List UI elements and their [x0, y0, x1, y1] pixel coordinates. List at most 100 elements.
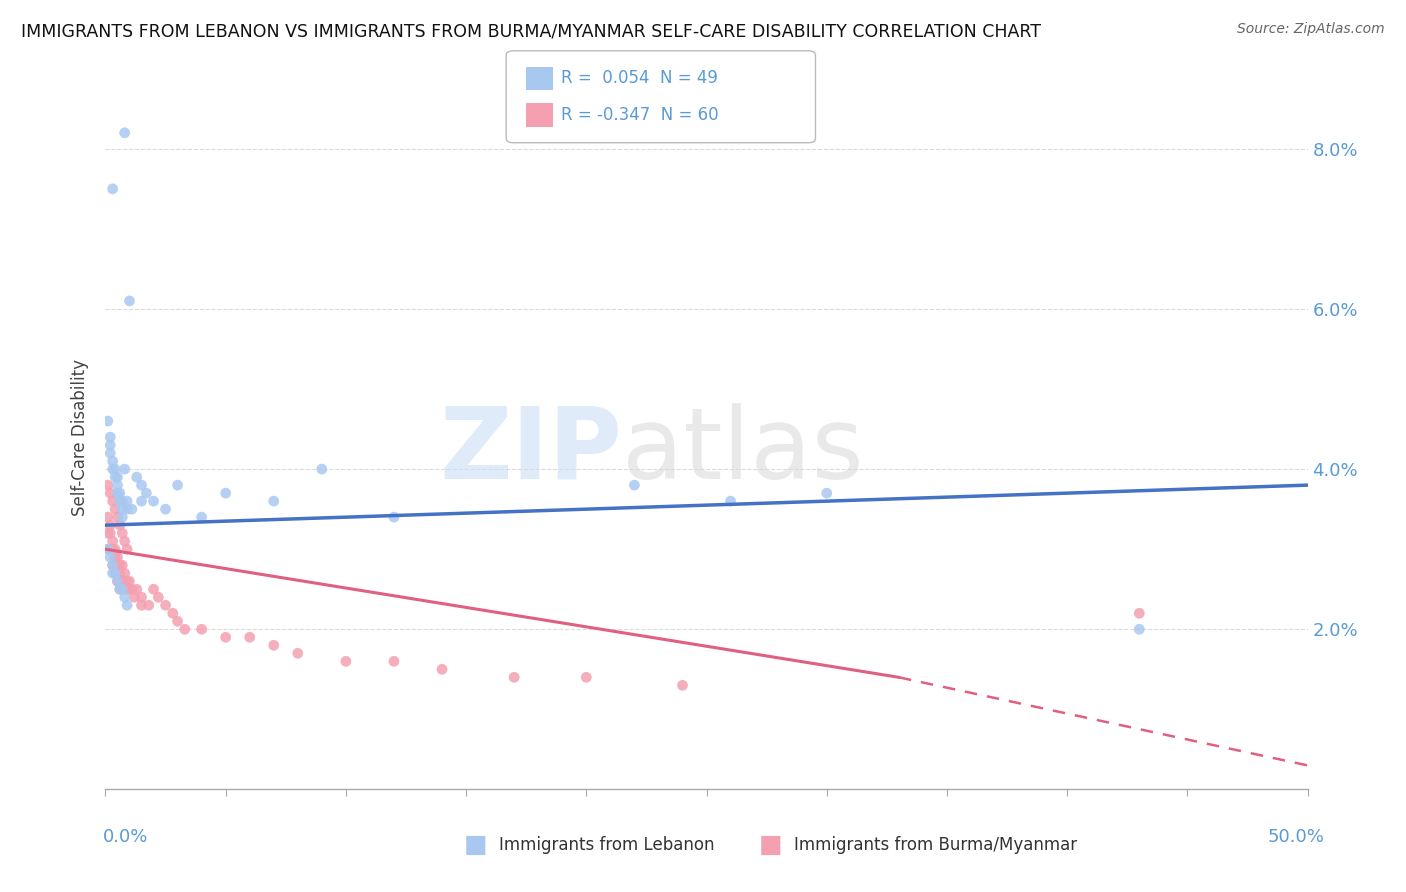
- Point: [115, 542, 138, 557]
- Point: [121, 502, 143, 516]
- Point: [335, 654, 357, 668]
- Point: [108, 566, 131, 581]
- Point: [121, 582, 143, 597]
- Point: [98, 550, 121, 565]
- Point: [101, 566, 124, 581]
- Point: [101, 534, 124, 549]
- Point: [239, 630, 262, 644]
- Point: [111, 502, 134, 516]
- Text: R = -0.347  N = 60: R = -0.347 N = 60: [561, 106, 718, 124]
- Point: [1128, 607, 1150, 621]
- Point: [98, 438, 121, 452]
- Point: [111, 494, 134, 508]
- Point: [214, 486, 236, 500]
- Point: [108, 494, 131, 508]
- Point: [131, 599, 153, 613]
- Point: [98, 526, 121, 541]
- Point: [125, 582, 148, 597]
- Y-axis label: Self-Care Disability: Self-Care Disability: [72, 359, 90, 516]
- Point: [101, 542, 124, 557]
- Text: 50.0%: 50.0%: [1268, 828, 1324, 846]
- Point: [503, 670, 526, 684]
- Point: [97, 526, 120, 541]
- Point: [101, 494, 124, 508]
- Text: Immigrants from Lebanon: Immigrants from Lebanon: [499, 836, 714, 854]
- Point: [155, 502, 177, 516]
- Point: [107, 470, 129, 484]
- Point: [148, 591, 170, 605]
- Point: [111, 510, 134, 524]
- Text: atlas: atlas: [623, 402, 865, 500]
- Point: [124, 591, 146, 605]
- Point: [575, 670, 598, 684]
- Point: [111, 526, 134, 541]
- Point: [98, 518, 121, 533]
- Point: [214, 630, 236, 644]
- Point: [430, 662, 453, 676]
- Point: [98, 486, 121, 500]
- Point: [263, 494, 285, 508]
- Point: [111, 558, 134, 573]
- Point: [131, 591, 153, 605]
- Point: [135, 486, 157, 500]
- Point: [98, 446, 121, 460]
- Point: [142, 494, 165, 508]
- Point: [108, 582, 131, 597]
- Point: [142, 582, 165, 597]
- Point: [98, 430, 121, 444]
- Point: [104, 566, 127, 581]
- Point: [104, 462, 127, 476]
- Point: [115, 574, 138, 589]
- Text: ZIP: ZIP: [440, 402, 623, 500]
- Point: [114, 566, 136, 581]
- Point: [1128, 622, 1150, 636]
- Text: Source: ZipAtlas.com: Source: ZipAtlas.com: [1237, 22, 1385, 37]
- Point: [138, 599, 160, 613]
- Point: [155, 599, 177, 613]
- Point: [108, 518, 131, 533]
- Point: [287, 646, 309, 660]
- Point: [108, 486, 131, 500]
- Point: [111, 582, 134, 597]
- Point: [97, 510, 120, 524]
- Text: 0.0%: 0.0%: [103, 828, 148, 846]
- Point: [815, 486, 838, 500]
- Point: [107, 574, 129, 589]
- Point: [107, 510, 129, 524]
- Point: [118, 574, 141, 589]
- Point: [104, 542, 127, 557]
- Point: [118, 582, 141, 597]
- Point: [97, 414, 120, 428]
- Point: [114, 534, 136, 549]
- Point: [166, 614, 188, 628]
- Point: [115, 582, 138, 597]
- Point: [720, 494, 742, 508]
- Point: [263, 638, 285, 652]
- Point: [190, 510, 212, 524]
- Point: [162, 607, 184, 621]
- Point: [111, 582, 134, 597]
- Point: [115, 494, 138, 508]
- Point: [104, 566, 127, 581]
- Point: [108, 558, 131, 573]
- Point: [114, 126, 136, 140]
- Point: [111, 574, 134, 589]
- Text: R =  0.054  N = 49: R = 0.054 N = 49: [561, 70, 718, 87]
- Point: [101, 462, 124, 476]
- Point: [97, 542, 120, 557]
- Point: [382, 510, 405, 524]
- Point: [97, 478, 120, 492]
- Point: [97, 542, 120, 557]
- Point: [107, 574, 129, 589]
- Point: [101, 182, 124, 196]
- Point: [107, 558, 129, 573]
- Point: [98, 542, 121, 557]
- Point: [101, 454, 124, 468]
- Point: [311, 462, 333, 476]
- Point: [173, 622, 195, 636]
- Point: [190, 622, 212, 636]
- Point: [115, 599, 138, 613]
- Point: [104, 470, 127, 484]
- Point: [382, 654, 405, 668]
- Text: ■: ■: [759, 833, 783, 856]
